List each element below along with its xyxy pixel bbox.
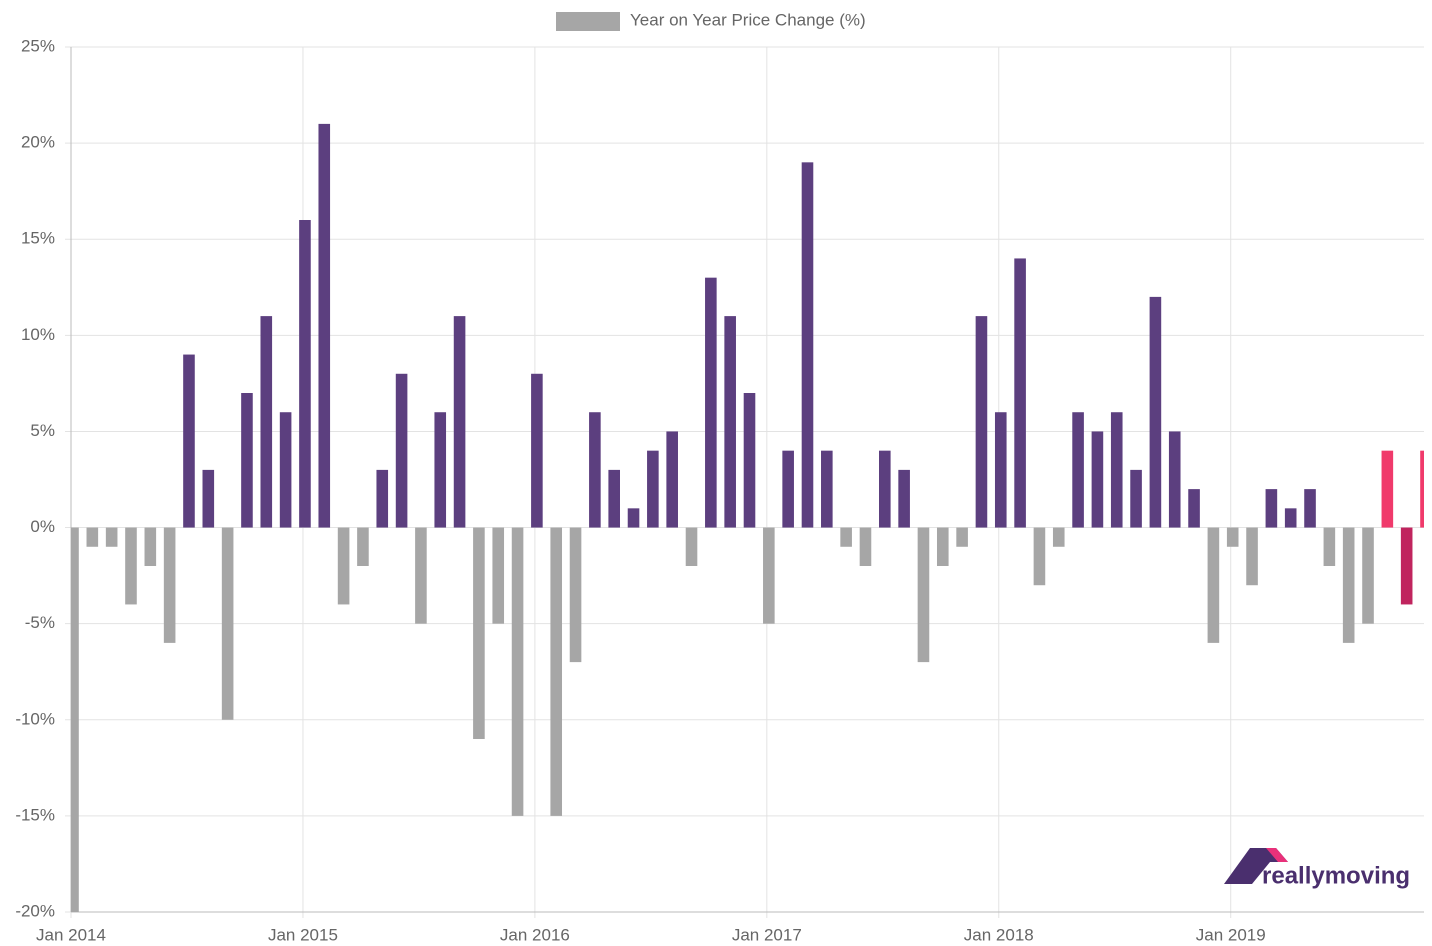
- bar: [163, 527, 176, 643]
- bar: [994, 412, 1007, 528]
- x-tick-label: Jan 2016: [500, 925, 570, 944]
- bar: [1052, 527, 1065, 547]
- y-tick-label: -20%: [15, 901, 55, 920]
- bar: [608, 469, 620, 528]
- x-tick-label: Jan 2015: [268, 925, 338, 944]
- bar: [1323, 527, 1336, 566]
- bar: [125, 527, 137, 605]
- bar: [1014, 258, 1026, 528]
- bar: [221, 527, 234, 720]
- bar: [1091, 431, 1104, 528]
- labels: -20% -15% -10% -5% 0% 5% 10% 15% 20% 25% Jan 2014 J…: [15, 10, 1265, 944]
- bar: [685, 527, 698, 566]
- bar: [627, 508, 640, 528]
- logo-mark: [1224, 848, 1288, 884]
- y-tick-label: 15%: [21, 229, 55, 248]
- bar: [1362, 527, 1374, 624]
- bar: [840, 527, 852, 547]
- logo-text: reallymoving: [1262, 862, 1410, 889]
- bar: [1207, 527, 1220, 643]
- bar: [376, 469, 389, 528]
- bar: [569, 527, 582, 663]
- bar: [241, 393, 253, 528]
- bar: [511, 527, 524, 816]
- bar: [279, 412, 292, 528]
- bar: [453, 316, 466, 528]
- bar: [299, 220, 311, 528]
- x-tick-label: Jan 2018: [964, 925, 1034, 944]
- y-tick-label: 25%: [21, 36, 55, 55]
- bar: [917, 527, 930, 663]
- bar: [821, 450, 833, 528]
- bar: [1149, 296, 1162, 528]
- bar: [743, 393, 756, 528]
- bar: [898, 469, 910, 528]
- bar: [415, 527, 427, 624]
- bar: [1400, 527, 1413, 605]
- bar: [859, 527, 872, 566]
- bar: [105, 527, 118, 547]
- bar: [801, 162, 814, 528]
- bar: [782, 450, 794, 528]
- bar: [71, 527, 79, 912]
- y-tick-label: 5%: [30, 421, 55, 440]
- bar: [956, 527, 968, 547]
- bar: [879, 450, 891, 528]
- y-tick-label: 10%: [21, 325, 55, 344]
- bar: [1226, 527, 1239, 547]
- bar: [1110, 412, 1123, 528]
- legend-swatch: [556, 12, 620, 31]
- bars: [71, 123, 1424, 912]
- bar: [395, 373, 408, 528]
- logo-mark-accent: [1266, 848, 1288, 862]
- bar: [318, 123, 331, 528]
- x-tick-label: Jan 2014: [36, 925, 106, 944]
- x-tick-label: Jan 2019: [1196, 925, 1266, 944]
- bar: [473, 527, 485, 739]
- bar: [666, 431, 678, 528]
- bar: [1342, 527, 1355, 643]
- bar: [202, 469, 215, 528]
- bar: [1381, 450, 1394, 528]
- bar: [705, 277, 717, 528]
- bar: [357, 527, 369, 566]
- logo: reallymoving: [1224, 848, 1410, 889]
- bar: [183, 354, 195, 528]
- bar: [1265, 489, 1278, 528]
- bar: [531, 373, 543, 528]
- bar: [492, 527, 505, 624]
- bar: [434, 412, 447, 528]
- bar: [337, 527, 350, 605]
- bar: [260, 316, 273, 528]
- x-tick-label: Jan 2017: [732, 925, 802, 944]
- legend-label: Year on Year Price Change (%): [630, 10, 866, 29]
- bar: [975, 316, 988, 528]
- bar: [724, 316, 736, 528]
- bar: [1246, 527, 1258, 586]
- y-tick-label: -5%: [25, 613, 55, 632]
- y-tick-label: -15%: [15, 805, 55, 824]
- bar: [1033, 527, 1046, 586]
- bar: [1072, 412, 1084, 528]
- bar: [1188, 489, 1200, 528]
- bar: [86, 527, 99, 547]
- y-tick-label: 0%: [30, 517, 55, 536]
- y-tick-label: 20%: [21, 133, 55, 152]
- bar: [1130, 469, 1142, 528]
- bar: [1168, 431, 1181, 528]
- bar: [763, 527, 775, 624]
- bar: [1284, 508, 1297, 528]
- bar: [1304, 489, 1316, 528]
- bar: [550, 527, 563, 816]
- bar: [1420, 450, 1424, 528]
- y-tick-label: -10%: [15, 709, 55, 728]
- bar: [589, 412, 601, 528]
- bar: [144, 527, 157, 566]
- bar: [647, 450, 659, 528]
- bar: [936, 527, 949, 566]
